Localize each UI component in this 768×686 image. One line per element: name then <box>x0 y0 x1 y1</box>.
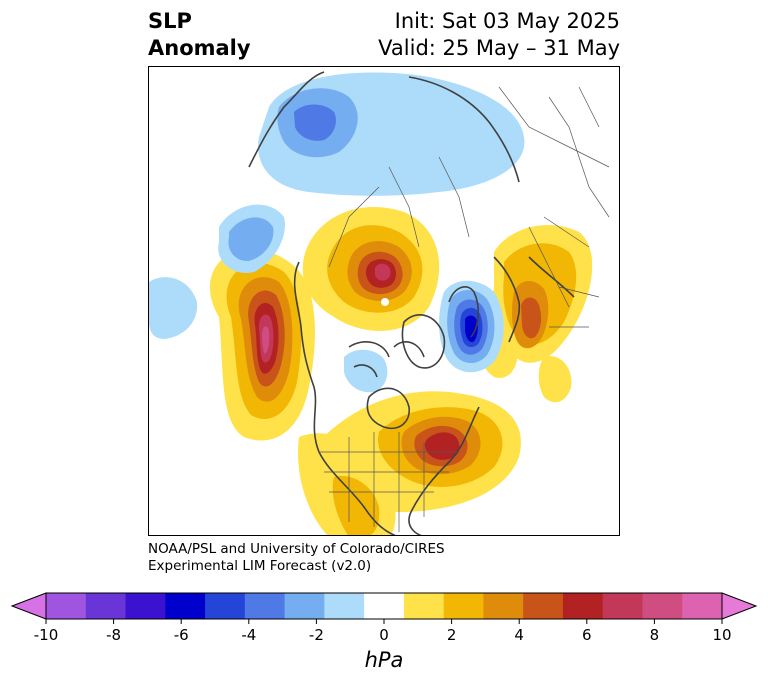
colorbar-cell <box>85 593 127 619</box>
title-left: SLP Anomaly <box>148 8 251 62</box>
credit-line-1: NOAA/PSL and University of Colorado/CIRE… <box>148 541 445 557</box>
colorbar-tick-label: 10 <box>712 626 731 644</box>
colorbar-ticks: -10 -8 -6 -4 -2 0 2 4 6 8 10 <box>34 619 732 644</box>
colorbar-cell <box>284 593 325 619</box>
colorbar-cell <box>602 593 643 619</box>
colorbar-cells <box>10 592 758 620</box>
colorbar-unit: hPa <box>364 648 404 672</box>
colorbar-tick-label: -4 <box>241 626 256 644</box>
colorbar-cell <box>443 593 484 619</box>
colorbar-tick-label: 2 <box>447 626 457 644</box>
colorbar-tick-label: 6 <box>582 626 592 644</box>
valid-range: Valid: 25 May – 31 May <box>378 36 620 60</box>
colorbar-tick-label: -10 <box>34 626 59 644</box>
colorbar-cell <box>364 593 405 619</box>
colorbar-tick-label: 4 <box>514 626 524 644</box>
colorbar-cell <box>125 593 166 619</box>
colorbar-cell <box>483 593 524 619</box>
anomaly-map <box>149 67 619 535</box>
title-variable: SLP <box>148 9 192 33</box>
negative-anomaly-field <box>149 72 525 393</box>
colorbar: -10 -8 -6 -4 -2 0 2 4 6 8 10 <box>10 592 758 644</box>
credit-line-2: Experimental LIM Forecast (v2.0) <box>148 558 372 574</box>
political-borders <box>319 86 610 532</box>
colorbar-cell <box>324 593 365 619</box>
colorbar-cell <box>165 593 206 619</box>
colorbar-cell <box>682 593 723 619</box>
colorbar-tick-label: -8 <box>106 626 121 644</box>
colorbar-tick-label: -2 <box>309 626 324 644</box>
colorbar-cell <box>642 593 683 619</box>
title-right: Init: Sat 03 May 2025 Valid: 25 May – 31… <box>378 8 620 62</box>
colorbar-extend-max <box>721 592 758 620</box>
map-panel <box>148 66 620 536</box>
colorbar-cell <box>523 593 564 619</box>
colorbar-cell <box>403 593 445 619</box>
colorbar-tick-label: 0 <box>379 626 389 644</box>
colorbar-extend-min <box>10 592 47 620</box>
colorbar-tick-label: 8 <box>650 626 660 644</box>
north-pole-marker <box>381 298 389 306</box>
colorbar-cell <box>46 593 87 619</box>
colorbar-tick-label: -6 <box>174 626 189 644</box>
colorbar-cell <box>244 593 286 619</box>
coastlines <box>248 71 575 535</box>
credit-text: NOAA/PSL and University of Colorado/CIRE… <box>148 541 445 575</box>
title-type: Anomaly <box>148 36 251 60</box>
colorbar-cell <box>205 593 246 619</box>
init-date: Init: Sat 03 May 2025 <box>394 9 620 33</box>
colorbar-cell <box>562 593 604 619</box>
